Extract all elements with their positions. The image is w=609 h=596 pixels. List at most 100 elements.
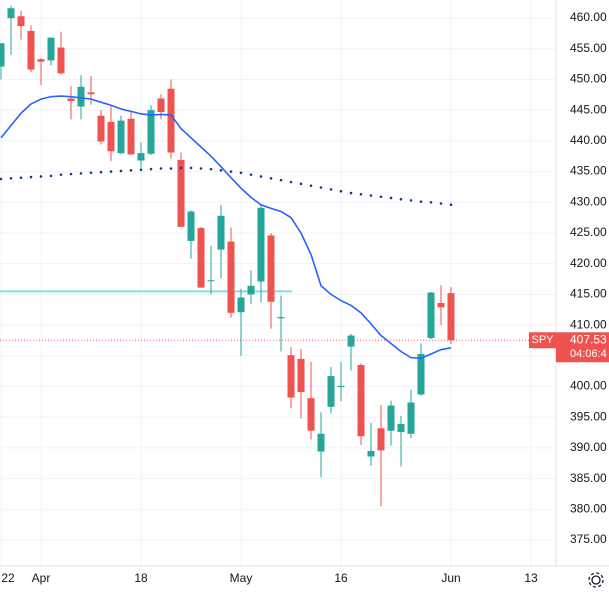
ma-dot [179, 166, 183, 170]
x-tick-label: 22 [1, 571, 15, 585]
candle-body [167, 88, 175, 153]
y-tick-label: 415.00 [570, 287, 607, 301]
y-tick-label: 385.00 [570, 471, 607, 485]
ma-dot [19, 176, 23, 180]
ma-dot [0, 177, 3, 181]
ma-dot [69, 172, 73, 176]
ma-dot [29, 175, 33, 179]
candle-body [237, 297, 245, 313]
ma-dot [109, 170, 113, 173]
y-tick-label: 425.00 [570, 225, 607, 239]
candle-body [27, 30, 35, 70]
price-label-box [556, 332, 609, 363]
candle-body [367, 450, 375, 457]
ma-dot [439, 202, 443, 205]
candle-body [327, 376, 335, 407]
ma-dot [419, 200, 423, 203]
candle-body [357, 365, 365, 437]
ma-dot [309, 184, 313, 187]
candle-body [347, 335, 355, 347]
y-tick-label: 395.00 [570, 409, 607, 423]
countdown-label: 04:06:4 [570, 348, 607, 360]
y-tick-label: 460.00 [570, 10, 607, 24]
x-tick-label: May [230, 571, 253, 585]
ma-dot [389, 196, 393, 200]
ma-dot [239, 171, 243, 175]
ma-dot [409, 199, 413, 202]
ma-dot [209, 167, 213, 171]
y-tick-label: 410.00 [570, 317, 607, 331]
ma-dot [329, 188, 333, 191]
ma-dot [379, 195, 383, 199]
ma-dot [339, 189, 343, 193]
ma-dot [249, 173, 253, 176]
candle-body [117, 120, 125, 154]
ma-dot [199, 167, 203, 170]
ma-dot [399, 197, 403, 201]
candle-body [57, 47, 65, 74]
moving-average-line [0, 95, 452, 360]
y-tick-label: 440.00 [570, 133, 607, 147]
candle-body [397, 423, 405, 432]
candle-body [157, 98, 165, 113]
candle-body [407, 402, 415, 434]
ma-dot [9, 177, 13, 180]
y-tick-label: 455.00 [570, 41, 607, 55]
ma-dot [289, 180, 293, 184]
ma-dot [159, 167, 163, 170]
plot-area [0, 5, 556, 507]
candle-body [187, 211, 195, 241]
candle-body [47, 37, 55, 61]
ma-dot [259, 175, 263, 178]
y-tick-label: 420.00 [570, 256, 607, 270]
y-tick-label: 390.00 [570, 440, 607, 454]
ma-dot [279, 178, 283, 182]
ma-dot [229, 170, 233, 173]
y-tick-label: 380.00 [570, 501, 607, 515]
candle-body [87, 92, 95, 95]
ma-dot [139, 168, 143, 172]
ma-dot [299, 182, 303, 186]
candle-body [377, 428, 385, 451]
ma-dot [149, 167, 153, 171]
candle-body [387, 405, 395, 431]
candle-body [7, 8, 15, 19]
ma-dot [169, 167, 173, 170]
candle-body [107, 121, 115, 152]
candle-body [427, 292, 435, 338]
ma-dot [39, 175, 43, 178]
ma-dot [219, 169, 223, 172]
candle-body [267, 235, 275, 302]
symbol-label: SPY [531, 334, 554, 346]
ma-dot [189, 166, 193, 170]
candle-body [307, 398, 315, 431]
ma-dot [99, 170, 103, 174]
y-tick-label: 430.00 [570, 194, 607, 208]
x-tick-label: 18 [134, 571, 148, 585]
x-tick-label: 13 [524, 571, 538, 585]
y-tick-label: 445.00 [570, 102, 607, 116]
candle-body [97, 115, 105, 142]
candle-body [127, 118, 135, 155]
y-tick-label: 450.00 [570, 72, 607, 86]
x-tick-label: Jun [441, 571, 460, 585]
candle-body [337, 385, 345, 388]
candle-body [217, 215, 225, 250]
ma-dot [49, 174, 53, 178]
ma-dot [89, 171, 93, 175]
candle-body [177, 159, 185, 227]
candle-body [207, 280, 215, 282]
settings-icon[interactable] [588, 572, 604, 588]
candle-body [247, 285, 255, 295]
candle-body [67, 98, 75, 101]
candle-body [277, 317, 285, 319]
candle-body [197, 228, 205, 288]
y-tick-label: 435.00 [570, 164, 607, 178]
ma-dot [269, 177, 273, 180]
candle-body [77, 86, 85, 107]
symbol-label-box [529, 332, 556, 349]
ma-dot [449, 203, 453, 207]
candle-body [17, 16, 25, 27]
